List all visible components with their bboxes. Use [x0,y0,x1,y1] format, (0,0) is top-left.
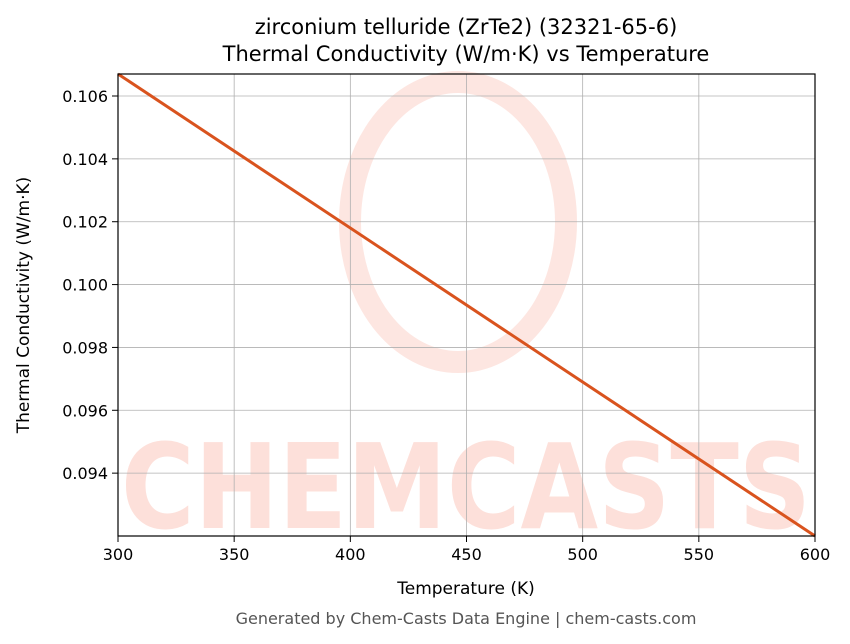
x-tick-label: 600 [800,545,831,564]
y-axis-label: Thermal Conductivity (W/m·K) [14,177,34,435]
x-tick-label: 550 [684,545,715,564]
chart-title: zirconium telluride (ZrTe2) (32321-65-6) [255,15,678,39]
watermark-text: CHEMCASTS [121,418,811,556]
y-tick-label: 0.098 [62,338,108,357]
x-tick-label: 450 [451,545,482,564]
y-tick-label: 0.094 [62,464,108,483]
x-tick-label: 300 [103,545,134,564]
axes-frame [117,73,816,537]
footer: Generated by Chem-Casts Data Engine | ch… [236,609,697,628]
y-tick-label: 0.104 [62,150,108,169]
data-line [117,72,816,538]
y-tick-label: 0.106 [62,87,108,106]
y-tick-label: 0.100 [62,276,108,295]
x-axis-label: Temperature (K) [396,579,535,599]
plot-area: CHEMCASTS [117,71,816,556]
x-tick-label: 400 [335,545,366,564]
chart-subtitle: Thermal Conductivity (W/m·K) vs Temperat… [222,42,710,66]
x-tick-label: 500 [567,545,598,564]
x-tick-label: 350 [219,545,250,564]
y-tick-label: 0.096 [62,401,108,420]
y-tick-label: 0.102 [62,213,108,232]
